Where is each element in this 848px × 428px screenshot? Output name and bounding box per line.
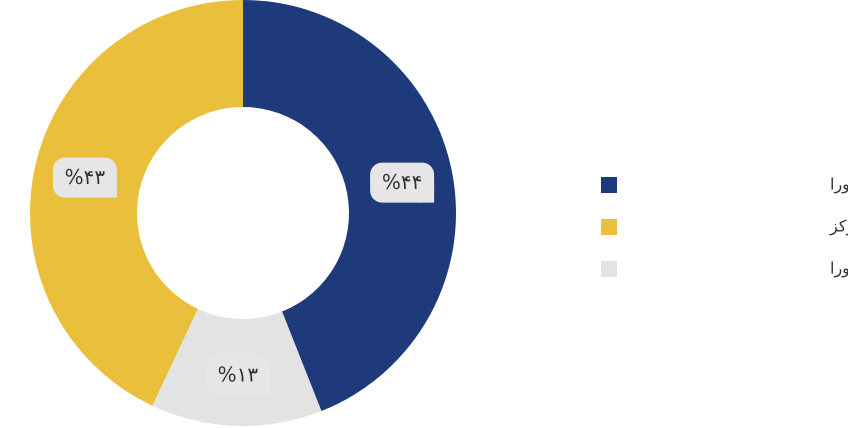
legend-label: معرفی به آموزش / مرکز <box>829 217 848 237</box>
legend-swatch <box>601 177 617 193</box>
legend-swatch <box>601 219 617 235</box>
value-label: %۱۳ <box>218 362 259 386</box>
value-label-corner <box>100 181 117 198</box>
value-label-bubble <box>205 354 270 395</box>
value-label: %۴۳ <box>65 165 106 189</box>
donut-slice <box>30 0 243 406</box>
legend-swatch <box>601 261 617 277</box>
legend-label: پذیرش اولیه شورا <box>830 259 848 279</box>
value-label: %۴۴ <box>382 170 423 194</box>
donut-slice <box>243 0 456 412</box>
value-label-corner <box>418 186 435 203</box>
legend-label: تعداد طرح پرونده در شورا <box>830 175 848 195</box>
value-label-corner <box>253 378 270 395</box>
